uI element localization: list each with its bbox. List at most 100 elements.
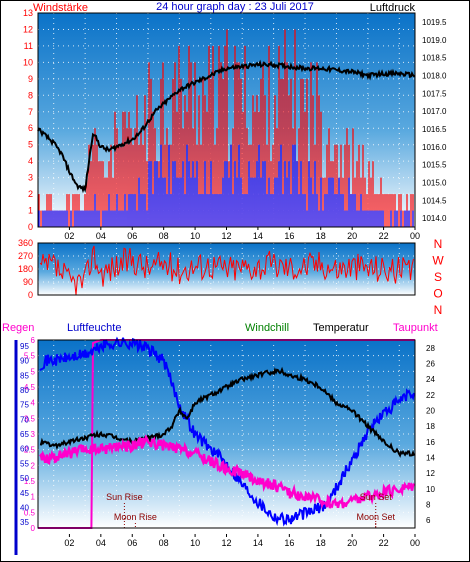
temperatur-tick-label: 20: [426, 407, 435, 416]
windstaerke-tick-label: 4: [28, 156, 33, 166]
regen-tick-label: 0: [31, 524, 36, 533]
temperatur-tick-label: 10: [426, 485, 435, 494]
luftdruck-tick-label: 1019.0: [422, 36, 447, 45]
temperatur-tick-label: 16: [426, 438, 435, 447]
wind-direction-tick-label: 360: [18, 238, 33, 248]
x-tick-label: 18: [316, 231, 326, 241]
luftdruck-tick-label: 1015.5: [422, 161, 447, 170]
luftfeuchte-tick-label: 90: [20, 357, 29, 366]
windstaerke-tick-label: 7: [28, 107, 33, 117]
luftdruck-tick-label: 1019.5: [422, 18, 447, 27]
luftdruck-tick-label: 1018.0: [422, 71, 447, 80]
luftfeuchte-tick-label: 80: [20, 386, 29, 395]
luftfeuchte-tick-label: 55: [20, 459, 29, 468]
wind-direction-tick-label: 90: [23, 277, 33, 287]
x-tick-label: 14: [253, 538, 263, 548]
x-tick-label: 00: [410, 231, 420, 241]
windstaerke-tick-label: 2: [28, 189, 33, 199]
luftdruck-axis: 1014.0 1014.5 1015.0 1015.5 1016.0 1016.5 1017…: [422, 18, 447, 223]
compass-label: S: [434, 270, 442, 284]
temperatur-tick-label: 8: [426, 501, 431, 510]
temperatur-tick-label: 12: [426, 469, 435, 478]
regen-tick-label: 6: [31, 336, 36, 345]
x-tick-label: 12: [221, 538, 231, 548]
luftfeuchte-tick-label: 65: [20, 430, 29, 439]
x-tick-label: 18: [316, 538, 326, 548]
luftfeuchte-tick-label: 95: [20, 342, 29, 351]
x-tick-label: 06: [127, 231, 137, 241]
temperatur-axis: 6 8 10 12 14 16 18 20 22 24 26 28: [426, 344, 435, 525]
regen-tick-label: 3: [31, 430, 36, 439]
luftfeuchte-tick-label: 45: [20, 489, 29, 498]
windstaerke-title: Windstärke: [33, 2, 88, 14]
taupunkt-label: Taupunkt: [393, 322, 438, 334]
regen-tick-label: 1: [31, 493, 36, 502]
x-tick-label: 14: [253, 231, 263, 241]
windstaerke-tick-label: 9: [28, 74, 33, 84]
regen-tick-label: 2: [31, 461, 36, 470]
regen-axis: 0 0.5 1 1.5 2 2.5 3 3.5 4 4.5 5 5.5 6: [24, 336, 36, 533]
chart-date-title: 24 hour graph day : 23 Juli 2017: [156, 1, 314, 13]
x-tick-label: 02: [64, 231, 74, 241]
windstaerke-tick-label: 1: [28, 206, 33, 216]
luftfeuchte-tick-label: 60: [20, 445, 29, 454]
luftdruck-tick-label: 1016.0: [422, 143, 447, 152]
wind-pressure-time-axis: 02 04 06 08 10 12 14 16 18 20 22 00: [64, 227, 420, 241]
windchill-label: Windchill: [245, 322, 289, 334]
regen-tick-label: 3.5: [24, 414, 36, 423]
x-tick-label: 22: [379, 538, 389, 548]
regen-tick-label: 2.5: [24, 446, 36, 455]
regen-tick-label: 5: [31, 367, 36, 376]
wind-direction-tick-label: 270: [18, 251, 33, 261]
luftfeuchte-line: [39, 336, 415, 527]
regen-tick-label: 4: [31, 399, 36, 408]
regen-label: Regen: [2, 322, 34, 334]
luftdruck-tick-label: 1017.0: [422, 107, 447, 116]
windstaerke-tick-label: 6: [28, 123, 33, 133]
x-tick-label: 10: [190, 538, 200, 548]
wind-direction-tick-label: 0: [28, 290, 33, 300]
x-tick-label: 20: [347, 231, 357, 241]
x-tick-label: 12: [221, 231, 231, 241]
rain-humidity-frame: [37, 339, 416, 529]
astronomy-events: Sun Rise Moon Rise Sun Set Moon Set: [106, 492, 395, 528]
temperatur-tick-label: 26: [426, 360, 435, 369]
compass-label: N: [434, 237, 443, 251]
temperatur-line: [39, 366, 415, 458]
event-label: Sun Set: [360, 492, 393, 502]
luftdruck-title: Luftdruck: [370, 2, 416, 14]
luftfeuchte-tick-label: 70: [20, 415, 29, 424]
luftdruck-tick-label: 1016.5: [422, 125, 447, 134]
x-tick-label: 04: [96, 231, 106, 241]
x-tick-label: 20: [347, 538, 357, 548]
windstaerke-tick-label: 3: [28, 173, 33, 183]
taupunkt-line: [39, 434, 416, 510]
windstaerke-tick-label: 12: [23, 24, 33, 34]
wind-direction-marks: [39, 245, 414, 296]
luftfeuchte-tick-label: 50: [20, 474, 29, 483]
x-tick-label: 10: [190, 231, 200, 241]
regen-tick-label: 5.5: [24, 352, 36, 361]
luftfeuchte-tick-label: 85: [20, 371, 29, 380]
x-tick-label: 06: [127, 538, 137, 548]
luftfeuchte-tick-label: 40: [20, 503, 29, 512]
rain-humidity-time-axis: 02 04 06 08 10 12 14 16 18 20 22 00: [64, 534, 420, 548]
luftfeuchte-tick-label: 35: [20, 518, 29, 527]
wind-direction-line: [39, 245, 414, 296]
temperatur-tick-label: 28: [426, 344, 435, 353]
luftfeuchte-label: Luftfeuchte: [67, 322, 121, 334]
temperatur-tick-label: 6: [426, 516, 431, 525]
wind-direction-axis: 0 90 180 270 360: [18, 238, 33, 300]
temperatur-tick-label: 18: [426, 422, 435, 431]
temperatur-tick-label: 14: [426, 454, 435, 463]
regen-tick-label: 0.5: [24, 508, 36, 517]
event-label: Moon Rise: [114, 512, 157, 522]
x-tick-label: 04: [96, 538, 106, 548]
wind-direction-frame: [37, 242, 416, 296]
x-tick-label: 00: [410, 538, 420, 548]
compass-label: O: [433, 287, 442, 301]
wind-pressure-marks: [37, 29, 416, 227]
